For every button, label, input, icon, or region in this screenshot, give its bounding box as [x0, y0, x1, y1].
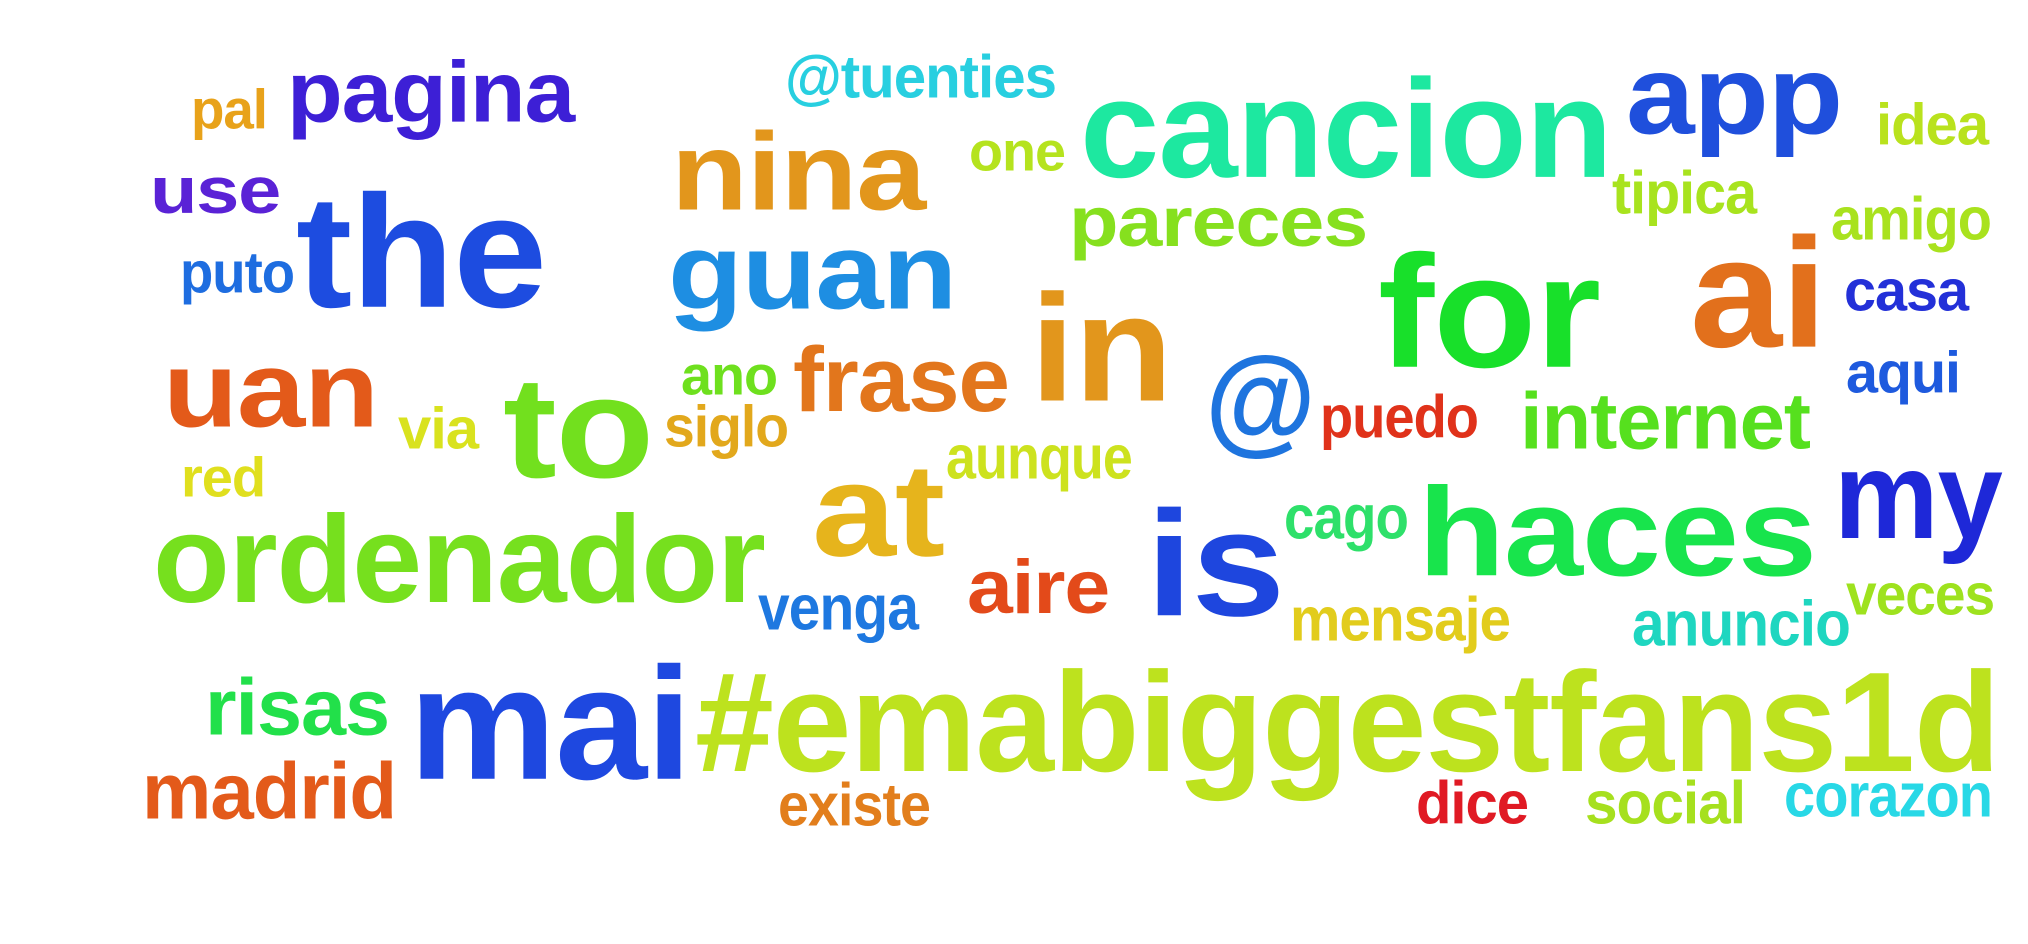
word-use: use	[150, 153, 281, 228]
word-in: in	[1030, 262, 1173, 434]
word-red: red	[181, 446, 266, 509]
word-casa: casa	[1844, 257, 1969, 324]
word-existe: existe	[778, 771, 931, 840]
word-madrid: madrid	[142, 746, 397, 837]
word-mensaje: mensaje	[1290, 585, 1511, 655]
word-via: via	[398, 395, 479, 462]
word-tuenties: @tuenties	[785, 43, 1057, 112]
word-pal: pal	[191, 78, 268, 141]
word-ano: ano	[681, 344, 778, 407]
word-to: to	[503, 346, 654, 508]
word-uan: uan	[163, 328, 379, 450]
word-aqui: aqui	[1846, 339, 1961, 406]
word-frase: frase	[793, 327, 1010, 431]
word-idea: idea	[1876, 91, 1989, 158]
word-tipica: tipica	[1612, 159, 1757, 228]
word-haces: haces	[1418, 462, 1817, 603]
word-pagina: pagina	[287, 44, 575, 141]
word-emabiggestfans1d: #emabiggestfans1d	[695, 642, 2000, 802]
word-pareces: pareces	[1069, 183, 1368, 262]
word-social: social	[1585, 769, 1746, 838]
word-corazon: corazon	[1784, 761, 1993, 831]
word-the: the	[296, 162, 547, 342]
word-dice: dice	[1416, 769, 1529, 838]
word-veces: veces	[1846, 561, 1995, 628]
word-my: my	[1834, 425, 2003, 565]
word-venga: venga	[758, 571, 919, 644]
word-anuncio: anuncio	[1632, 587, 1851, 660]
word-one: one	[969, 120, 1066, 183]
word-amigo: amigo	[1831, 185, 1992, 254]
word-at-sign: @	[1205, 332, 1316, 467]
word-guan: guan	[668, 210, 957, 332]
word-aunque: aunque	[946, 423, 1133, 493]
word-cancion: cancion	[1080, 51, 1613, 208]
word-risas: risas	[205, 662, 390, 753]
word-is: is	[1146, 480, 1285, 648]
word-internet: internet	[1520, 376, 1811, 467]
word-mai: mai	[409, 634, 692, 814]
word-nina: nina	[671, 110, 926, 234]
word-aire: aire	[967, 545, 1110, 631]
word-ai: ai	[1690, 206, 1827, 381]
word-puedo: puedo	[1320, 383, 1479, 452]
word-app: app	[1626, 32, 1843, 158]
word-at: at	[812, 435, 945, 585]
word-ordenador: ordenador	[153, 489, 766, 629]
word-siglo: siglo	[664, 393, 789, 460]
word-puto: puto	[180, 239, 295, 306]
word-for: for	[1378, 222, 1601, 402]
word-cago: cago	[1284, 483, 1409, 553]
